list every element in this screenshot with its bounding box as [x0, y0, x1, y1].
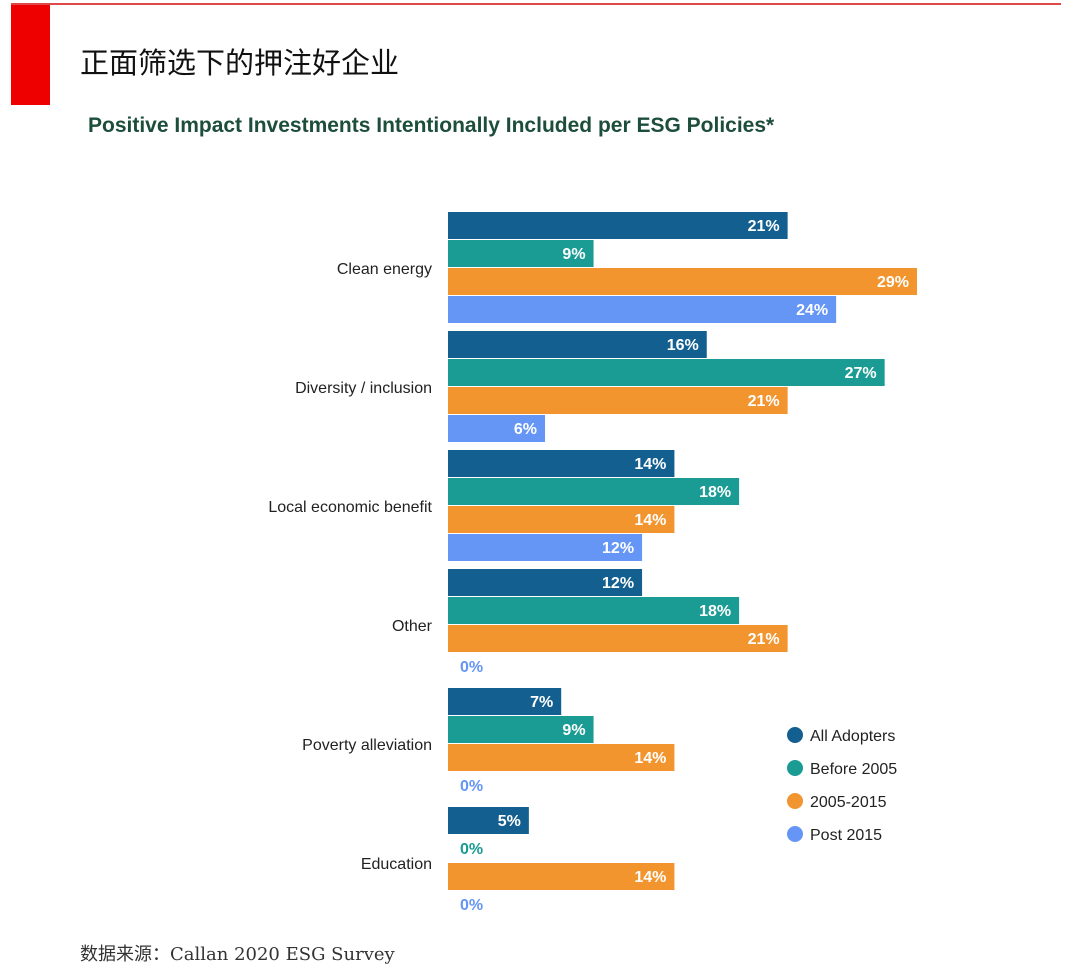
bar	[448, 240, 594, 267]
category-label: Clean energy	[337, 261, 432, 278]
bar	[448, 688, 562, 715]
bar	[448, 716, 594, 743]
data-label: 21%	[748, 631, 780, 648]
data-label: 21%	[748, 393, 780, 410]
data-label: 18%	[699, 603, 731, 620]
data-label: 14%	[634, 750, 666, 767]
data-label: 24%	[796, 302, 828, 319]
page-title: 正面筛选下的押注好企业	[80, 46, 400, 80]
bar	[448, 625, 788, 652]
data-label: 21%	[748, 218, 780, 235]
data-label: 16%	[667, 337, 699, 354]
data-label: 0%	[460, 841, 483, 858]
data-label: 27%	[845, 365, 877, 382]
legend-label: Before 2005	[810, 761, 897, 778]
data-label: 9%	[562, 722, 585, 739]
category-label: Other	[392, 618, 433, 635]
bar	[448, 296, 837, 323]
bar	[448, 863, 675, 890]
bar	[448, 359, 885, 386]
data-label: 12%	[602, 575, 634, 592]
data-label: 18%	[699, 484, 731, 501]
legend-swatch	[787, 727, 803, 743]
data-label: 12%	[602, 540, 634, 557]
data-label: 9%	[562, 246, 585, 263]
data-label: 6%	[514, 421, 537, 438]
top-rule	[11, 3, 1061, 5]
bar	[448, 506, 675, 533]
chart-title: Positive Impact Investments Intentionall…	[88, 114, 775, 137]
category-label: Poverty alleviation	[302, 737, 432, 754]
bar	[448, 387, 788, 414]
bar	[448, 807, 529, 834]
bar	[448, 268, 917, 295]
data-label: 14%	[634, 512, 666, 529]
data-label: 29%	[877, 274, 909, 291]
category-label: Education	[361, 856, 432, 873]
legend-label: Post 2015	[810, 827, 882, 844]
data-label: 14%	[634, 456, 666, 473]
data-label: 14%	[634, 869, 666, 886]
data-label: 5%	[498, 813, 521, 830]
data-label: 0%	[460, 659, 483, 676]
source-note: 数据来源：Callan 2020 ESG Survey	[80, 944, 395, 965]
accent-block	[11, 5, 50, 105]
bar	[448, 534, 643, 561]
legend-swatch	[787, 793, 803, 809]
category-label: Diversity / inclusion	[295, 380, 432, 397]
bar	[448, 478, 740, 505]
data-label: 0%	[460, 897, 483, 914]
data-label: 7%	[530, 694, 553, 711]
bar	[448, 597, 740, 624]
data-label: 0%	[460, 778, 483, 795]
legend-swatch	[787, 760, 803, 776]
bar	[448, 415, 546, 442]
legend-label: All Adopters	[810, 728, 895, 745]
legend-swatch	[787, 826, 803, 842]
legend-label: 2005-2015	[810, 794, 887, 811]
bar	[448, 744, 675, 771]
category-label: Local economic benefit	[268, 499, 432, 516]
bar	[448, 331, 707, 358]
bar	[448, 569, 643, 596]
bar	[448, 450, 675, 477]
bar	[448, 212, 788, 239]
